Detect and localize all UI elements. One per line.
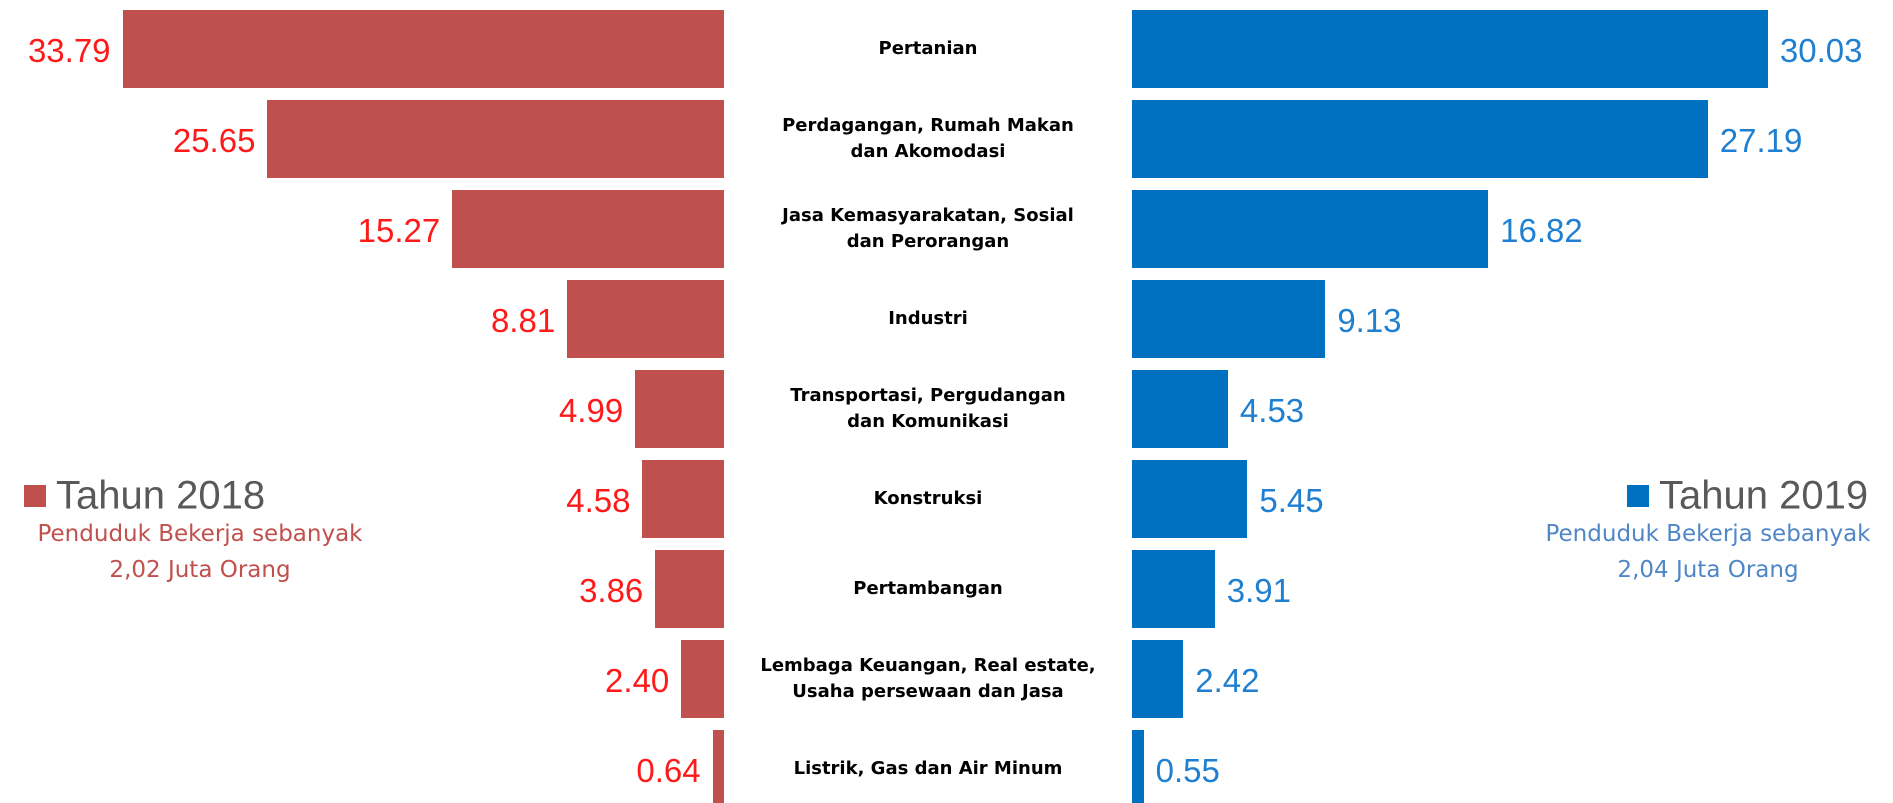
bar: [452, 190, 724, 268]
value-label: 4.58: [566, 482, 631, 519]
value-label: 25.65: [172, 122, 256, 159]
category-label: Industri: [888, 308, 968, 329]
legend-note: 2,04 Juta Orang: [1617, 557, 1799, 583]
bar: [1132, 730, 1144, 803]
bar: [642, 460, 724, 538]
value-label: 2.42: [1195, 662, 1260, 699]
bar: [635, 370, 724, 448]
bar: [1132, 190, 1489, 268]
value-label: 33.79: [27, 32, 111, 69]
bar: [567, 280, 724, 358]
value-label: 4.53: [1239, 392, 1305, 429]
value-label: 0.64: [636, 752, 701, 789]
bar: [712, 730, 724, 803]
bar: [1132, 370, 1228, 448]
value-label: 9.13: [1337, 302, 1402, 339]
legend-label: Tahun 2018: [56, 473, 266, 518]
category-label: Konstruksi: [873, 488, 983, 509]
value-label: 0.55: [1155, 752, 1220, 789]
legend-note: Penduduk Bekerja sebanyak: [37, 521, 363, 547]
value-label: 8.81: [490, 302, 556, 339]
category-label: Lembaga Keuangan, Real estate, Usaha per…: [760, 655, 1096, 702]
value-label: 16.82: [1500, 212, 1583, 249]
category-label: Jasa Kemasyarakatan, Sosial dan Perorang…: [782, 205, 1074, 252]
bar: [1132, 10, 1768, 88]
bar: [681, 640, 724, 718]
bar: [1132, 550, 1215, 628]
value-label: 15.27: [357, 212, 441, 249]
bar: [1132, 100, 1708, 178]
bar: [122, 10, 724, 88]
legend-swatch: [24, 485, 46, 507]
legend-label: Tahun 2019: [1659, 473, 1869, 518]
legend-note: Penduduk Bekerja sebanyak: [1545, 521, 1871, 547]
category-label: Perdagangan, Rumah Makan dan Akomodasi: [782, 115, 1074, 162]
bar: [1132, 460, 1248, 538]
value-label: 30.03: [1779, 32, 1863, 69]
bar: [267, 100, 724, 178]
value-label: 3.91: [1226, 572, 1292, 609]
bar: [1132, 640, 1184, 718]
value-label: 27.19: [1719, 122, 1803, 159]
value-label: 5.45: [1259, 482, 1324, 519]
category-label: Pertanian: [878, 38, 978, 59]
bar: [1132, 280, 1326, 358]
bar: [655, 550, 724, 628]
value-label: 3.86: [579, 572, 644, 609]
legend-note: 2,02 Juta Orang: [109, 557, 291, 583]
legend-swatch: [1627, 485, 1649, 507]
category-label: Listrik, Gas dan Air Minum: [793, 758, 1063, 779]
category-label: Pertambangan: [853, 578, 1003, 599]
value-label: 2.40: [605, 662, 670, 699]
value-label: 4.99: [558, 392, 624, 429]
category-label: Transportasi, Pergudangan dan Komunikasi: [790, 385, 1066, 432]
